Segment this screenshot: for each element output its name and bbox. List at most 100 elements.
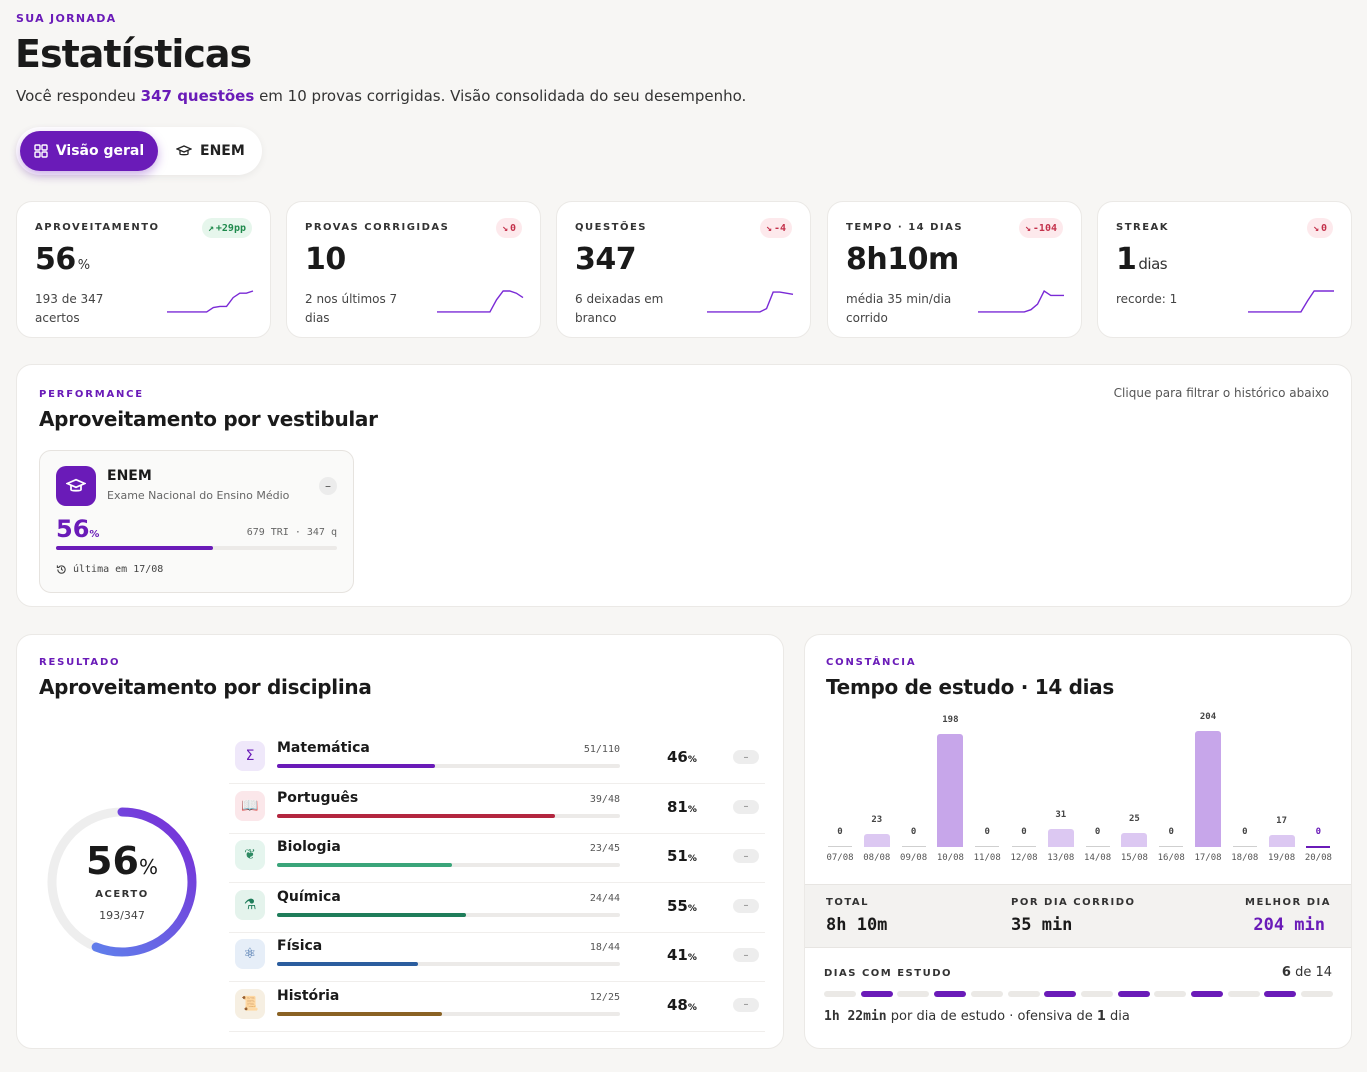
trend-down-icon: ↘: [765, 222, 772, 234]
discipline-row[interactable]: 📖 Português 39/48 81% –: [229, 784, 765, 834]
study-bar[interactable]: [1195, 731, 1221, 847]
stat-value: 8h10m: [846, 242, 961, 277]
exam-percentage: 56%: [56, 515, 99, 543]
discipline-pct-unit: %: [687, 755, 697, 765]
total-value: 8h 10m: [826, 915, 888, 935]
stat-value: 347: [575, 242, 638, 277]
foot-text: por dia de estudo · ofensiva de: [890, 1009, 1093, 1024]
stat-card: TEMPO · 14 DIAS ↘ -104 8h10m média 35 mi…: [827, 201, 1082, 338]
study-bar-value: 0: [1242, 827, 1248, 837]
discipline-pct-value: 51: [667, 847, 688, 865]
sparkline: [437, 290, 524, 313]
flask-icon: ⚗: [235, 889, 265, 920]
sparkline: [707, 291, 794, 313]
stat-value-number: 8h10m: [846, 242, 959, 277]
study-bar-zero: [1159, 846, 1184, 847]
discipline-progress-fill: [277, 863, 452, 867]
stat-card: APROVEITAMENTO ↗ +29pp 56% 193 de 347 ac…: [16, 201, 271, 338]
stat-value: 1 dias: [1116, 242, 1168, 277]
discipline-collapse-button[interactable]: –: [733, 898, 759, 913]
discipline-pct-value: 81: [667, 797, 688, 816]
sigma-icon: Σ: [235, 741, 265, 771]
study-bar-date: 19/08: [1268, 853, 1296, 863]
donut-arc: [47, 807, 197, 957]
study-day-segment: [1301, 991, 1334, 997]
discipline-name: Português: [277, 789, 359, 806]
study-bar-value: 0: [837, 827, 843, 837]
discipline-collapse-button[interactable]: –: [733, 750, 759, 764]
subtitle-highlight: 347 questões: [140, 87, 255, 105]
discipline-name: Matemática: [277, 740, 370, 756]
discipline-row[interactable]: ❦ Biologia 23/45 51% –: [229, 833, 765, 883]
discipline-name: História: [277, 987, 340, 1004]
exam-progress-fill: [56, 546, 214, 550]
study-bar-value: 0: [984, 827, 990, 837]
study-bar-value: 0: [1094, 827, 1101, 837]
stat-badge-value: -4: [773, 222, 786, 234]
tab-overview[interactable]: Visão geral: [20, 131, 158, 171]
study-day-segment: [824, 991, 856, 997]
foot-value: 1h 22min: [824, 1009, 887, 1024]
donut-sub: 193/347: [99, 909, 145, 922]
discipline-percentage: 48%: [667, 996, 697, 1014]
study-bar-value: 0: [910, 827, 917, 837]
exam-meta: 679 TRI · 347 q: [246, 527, 337, 538]
stat-unit: %: [77, 258, 90, 273]
discipline-collapse-button[interactable]: –: [733, 799, 759, 814]
discipline-pct-unit: %: [687, 903, 697, 914]
sparkline-chart: [167, 290, 254, 313]
discipline-row[interactable]: Σ Matemática 51/110 46% –: [229, 734, 765, 784]
discipline-collapse-button[interactable]: –: [733, 849, 759, 863]
sparkline: [1248, 290, 1334, 313]
study-bar-date: 18/08: [1231, 853, 1259, 863]
exam-collapse-button[interactable]: –: [319, 477, 337, 495]
stat-note: 193 de 347 acertos: [35, 292, 104, 325]
exam-card-enem[interactable]: ENEM Exame Nacional do Ensino Médio – 56…: [39, 450, 354, 593]
discipline-percentage: 55%: [667, 897, 697, 915]
discipline-row[interactable]: 📜 História 12/25 48% –: [229, 982, 765, 1032]
stat-trend-badge: ↘ 0: [1306, 218, 1333, 238]
sparkline-chart: [978, 289, 1064, 313]
donut-label: ACERTO: [95, 889, 149, 900]
study-bar[interactable]: [1268, 835, 1295, 847]
study-bar[interactable]: [1121, 832, 1148, 847]
study-day-segment: [934, 991, 967, 997]
study-bar-date: 12/08: [1010, 853, 1038, 863]
stat-value-number: 56: [35, 242, 76, 277]
accuracy-donut: 56% ACERTO 193/347: [45, 805, 199, 959]
performance-card: PERFORMANCE Aproveitamento por vestibula…: [16, 364, 1352, 607]
study-bar-date: 14/08: [1084, 853, 1112, 863]
exam-progress-bar: [56, 546, 337, 550]
subtitle-post: em 10 provas corrigidas. Visão consolida…: [259, 87, 747, 105]
discipline-collapse-button[interactable]: –: [733, 997, 759, 1012]
discipline-progress-bar: [277, 1011, 620, 1016]
study-day-segment: [1227, 991, 1260, 997]
study-bar[interactable]: [863, 833, 890, 847]
trend-down-icon: ↘: [1024, 222, 1031, 234]
study-bar-zero: [1012, 846, 1036, 847]
stat-value-number: 1: [1116, 242, 1137, 277]
study-bar-value: 31: [1055, 810, 1067, 821]
discipline-pct-unit: %: [687, 854, 697, 864]
study-bar-value: 23: [871, 814, 883, 825]
stat-note: 6 deixadas em branco: [575, 292, 664, 325]
scroll-icon: 📜: [235, 988, 265, 1019]
discipline-pct-unit: %: [687, 1002, 697, 1013]
foot-streak: 1: [1096, 1009, 1106, 1024]
study-day-segment: [970, 991, 1003, 997]
tab-enem[interactable]: ENEM: [174, 131, 258, 171]
tab-overview-label: Visão geral: [55, 143, 145, 159]
discipline-pct-value: 41: [667, 946, 688, 964]
exam-last-date: última em 17/08: [56, 564, 163, 575]
exam-pct-value: 56: [56, 515, 90, 543]
discipline-name: Física: [277, 938, 323, 954]
study-bar[interactable]: [937, 734, 964, 847]
discipline-row[interactable]: ⚛ Física 18/44 41% –: [229, 932, 765, 982]
grid-icon: [34, 144, 48, 158]
days-count-value: 6: [1281, 965, 1291, 980]
discipline-collapse-button[interactable]: –: [733, 948, 759, 962]
study-bar[interactable]: [1047, 829, 1074, 847]
stat-note: 2 nos últimos 7 dias: [305, 292, 398, 325]
study-bar-zero: [975, 846, 1000, 847]
discipline-row[interactable]: ⚗ Química 24/44 55% –: [229, 883, 765, 933]
